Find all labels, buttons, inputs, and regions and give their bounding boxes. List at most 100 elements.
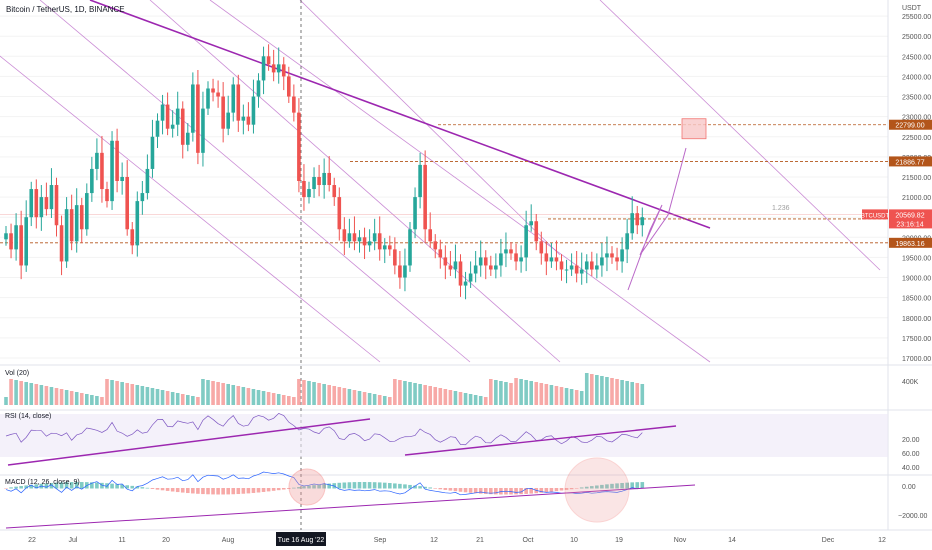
volume-bar <box>443 389 448 405</box>
candle-body <box>170 124 175 129</box>
candle-body <box>544 253 549 262</box>
macd-axis-tick-0: 0.00 <box>902 484 916 491</box>
volume-bar <box>509 383 513 405</box>
candle-body <box>428 229 432 242</box>
volume-bar <box>54 388 59 405</box>
time-tick-label: Nov <box>674 537 687 544</box>
macd-histogram-bar <box>231 488 236 495</box>
volume-bar <box>514 378 518 405</box>
candle-body <box>9 233 13 250</box>
volume-bar <box>246 388 251 405</box>
candle-body <box>135 201 140 246</box>
volume-bar <box>620 380 624 405</box>
volume-bar <box>29 383 34 405</box>
macd-histogram-bar <box>362 482 367 489</box>
macd-histogram-bar <box>170 488 175 492</box>
volume-bar <box>595 375 599 405</box>
macd-histogram-bar <box>418 486 422 489</box>
volume-bar <box>110 380 114 405</box>
macd-histogram-bar <box>458 488 463 492</box>
candle-body <box>95 152 99 169</box>
candle-body <box>539 241 544 254</box>
chart-canvas[interactable] <box>0 0 888 550</box>
macd-histogram-bar <box>574 488 579 489</box>
candle-body <box>458 261 463 286</box>
volume-bar <box>559 387 564 405</box>
macd-histogram-bar <box>367 482 372 489</box>
candle-body <box>584 261 589 270</box>
candle-body <box>231 84 236 113</box>
time-tick-label: 22 <box>28 537 36 544</box>
macd-histogram-bar <box>554 488 559 492</box>
candle-body <box>398 265 402 278</box>
macd-histogram-bar <box>514 488 518 495</box>
candle-body <box>292 96 296 113</box>
macd-histogram-bar <box>201 488 205 495</box>
rsi-pane-title: RSI (14, close) <box>5 413 51 420</box>
candle-body <box>499 253 503 266</box>
price-level-badge <box>889 119 932 130</box>
volume-bar <box>574 390 579 405</box>
channel-line <box>39 0 471 363</box>
volume-bar <box>438 388 443 405</box>
volume-bar <box>44 386 49 405</box>
macd-pane-title: MACD (12, 26, close, 9) <box>5 479 80 486</box>
macd-histogram-bar <box>59 482 64 489</box>
macd-histogram-bar <box>271 488 276 491</box>
last-price-label: 20569.82 <box>895 212 924 219</box>
volume-bar <box>130 384 135 405</box>
macd-histogram-bar <box>564 488 569 490</box>
price-tick-label: 25000.00 <box>902 34 931 41</box>
macd-histogram-bar <box>615 483 619 489</box>
macd-histogram-bar <box>312 485 316 489</box>
candle-body <box>110 140 114 202</box>
price-tick-label: 21000.00 <box>902 195 931 202</box>
volume-bar <box>463 393 468 405</box>
volume-bar <box>90 395 94 405</box>
candle-body <box>534 221 539 242</box>
macd-histogram-bar <box>90 482 94 489</box>
volume-bar <box>155 389 160 405</box>
volume-bar <box>635 383 640 405</box>
volume-pane-title: Vol (20) <box>5 370 29 377</box>
rsi-pane <box>0 413 888 466</box>
candle-body <box>579 269 584 274</box>
candle-body <box>574 265 579 274</box>
candle-body <box>4 233 8 240</box>
time-tick-label: Sep <box>374 537 387 544</box>
macd-histogram-bar <box>428 487 432 489</box>
macd-pane <box>4 457 696 529</box>
candle-body <box>54 185 59 226</box>
candle-body <box>64 209 69 262</box>
price-axis[interactable]: USDT 25500.00 25000.00 24500.00 24000.00 235… <box>861 5 932 363</box>
macd-trendline <box>5 484 696 529</box>
candle-body <box>251 96 256 125</box>
macd-histogram-bar <box>489 488 493 495</box>
channel-line <box>299 0 561 256</box>
volume-bar <box>39 385 44 405</box>
candles <box>4 44 645 300</box>
price-tick-label: 23500.00 <box>902 95 931 102</box>
volume-bar <box>206 380 210 405</box>
candle-body <box>453 261 458 270</box>
candle-body <box>120 176 124 181</box>
candle-body <box>160 104 165 121</box>
price-level-badge <box>889 156 932 167</box>
macd-histogram-bar <box>49 482 54 489</box>
volume-bar <box>640 384 645 405</box>
time-tick-label: 14 <box>728 537 736 544</box>
volume-bar <box>312 382 316 405</box>
volume-bar <box>388 397 392 405</box>
candle-body <box>312 176 316 190</box>
macd-histogram-bar <box>448 488 453 491</box>
macd-histogram-bar <box>135 486 140 489</box>
macd-histogram-bar <box>478 488 483 494</box>
volume-bar <box>504 382 508 405</box>
time-axis[interactable]: 22 Jul 11 20 Aug Sep 12 21 Oct 10 19 Nov 14 Dec 12 <box>28 537 886 544</box>
volume-bar <box>322 384 326 405</box>
last-price-badge <box>889 209 932 229</box>
candle-body <box>191 84 195 133</box>
candle-body <box>276 64 281 73</box>
macd-histogram-bar <box>150 488 155 489</box>
